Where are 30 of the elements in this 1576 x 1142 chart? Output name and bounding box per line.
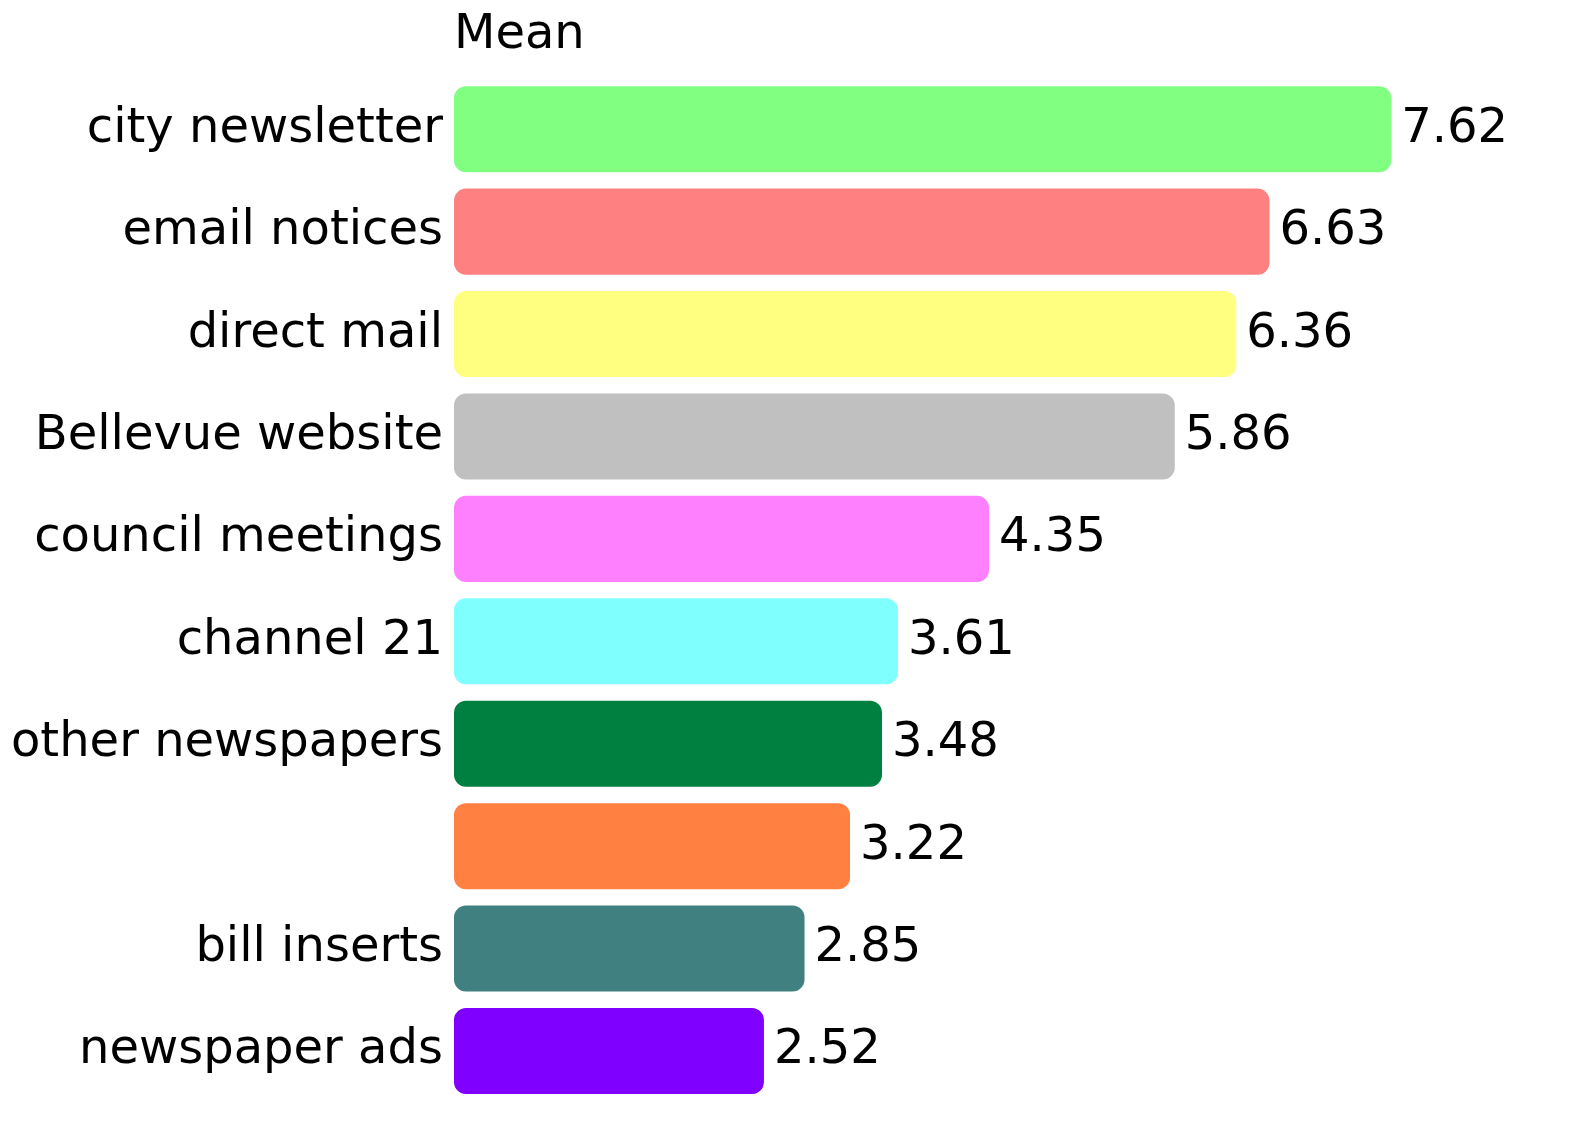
y-tick-label: email notices	[122, 199, 443, 256]
data-label: 4.35	[999, 506, 1106, 563]
data-label: 5.86	[1184, 403, 1292, 460]
data-label: 2.52	[773, 1018, 881, 1075]
bar	[453, 86, 1392, 173]
bar	[453, 188, 1270, 275]
y-tick-label: newspaper ads	[78, 1018, 443, 1075]
bar	[453, 803, 851, 890]
chart-title: Mean	[453, 3, 585, 60]
y-tick-label: bill inserts	[195, 916, 443, 973]
bar	[453, 1007, 764, 1095]
y-tick-label: channel 21	[176, 608, 443, 665]
bar	[453, 598, 899, 685]
y-tick-label: Bellevue website	[34, 403, 443, 460]
data-label: 7.62	[1401, 96, 1509, 153]
data-label: 3.22	[860, 813, 967, 870]
data-label: 3.48	[892, 711, 999, 768]
bar	[453, 495, 990, 582]
bar	[453, 700, 883, 787]
bar	[453, 905, 805, 992]
y-tick-label: other newspapers	[10, 711, 443, 768]
bar	[453, 393, 1175, 480]
data-label: 2.85	[814, 916, 922, 973]
data-label: 6.36	[1246, 301, 1354, 358]
data-label: 3.61	[908, 608, 1015, 665]
y-tick-label: direct mail	[187, 301, 443, 358]
y-tick-label: council meetings	[34, 506, 443, 563]
bar	[453, 291, 1237, 378]
y-tick-label: city newsletter	[86, 96, 444, 153]
data-label: 6.63	[1279, 199, 1387, 256]
